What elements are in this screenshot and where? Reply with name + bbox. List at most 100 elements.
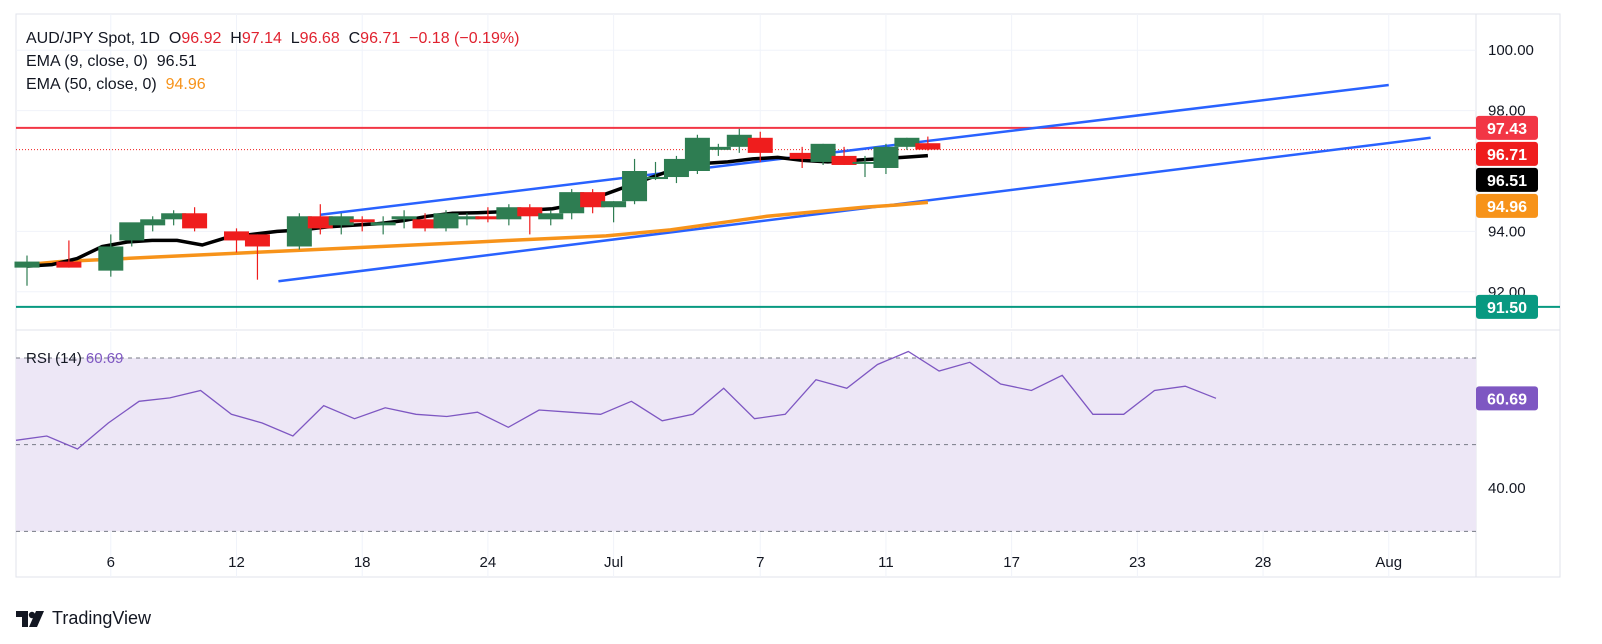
close-value: 96.71 — [360, 30, 401, 47]
candle — [454, 213, 480, 226]
candle-body — [412, 219, 438, 229]
price-label-box — [1476, 294, 1538, 319]
candle — [370, 216, 396, 235]
open-label: O — [168, 30, 182, 47]
candles — [14, 128, 941, 286]
candle-body — [831, 155, 857, 165]
candle — [286, 213, 312, 250]
candle-body — [370, 222, 396, 226]
candle — [810, 143, 836, 165]
candle — [224, 228, 249, 253]
candle — [789, 146, 815, 168]
ema50-label: EMA (50, close, 0) — [26, 76, 157, 93]
tradingview-wordmark: TradingView — [52, 608, 152, 628]
symbol-title: AUD/JPY Spot, 1D — [26, 30, 160, 47]
candle — [726, 128, 752, 153]
candle — [559, 189, 585, 220]
candle-body — [140, 219, 166, 226]
time-tick-label: 28 — [1255, 554, 1272, 571]
candle-body — [622, 171, 648, 202]
candle — [307, 204, 333, 235]
candle — [517, 204, 543, 235]
candle-body — [307, 216, 333, 229]
candle — [747, 131, 773, 162]
time-tick-label: 6 — [107, 554, 115, 571]
candle-body — [894, 137, 920, 147]
time-tick-label: 18 — [354, 554, 371, 571]
price-label: 96.51 — [1476, 167, 1538, 192]
candle — [182, 207, 208, 232]
candle — [349, 216, 375, 232]
candle-body — [517, 207, 543, 217]
candle-body — [391, 216, 417, 220]
rsi-last-label-box — [1476, 386, 1538, 411]
candle-body — [475, 216, 501, 220]
price-label-text: 96.71 — [1487, 147, 1527, 164]
candle-body — [601, 201, 627, 208]
candle — [580, 189, 606, 214]
price-label-text: 94.96 — [1487, 199, 1527, 216]
candle-body — [349, 219, 375, 223]
candle-body — [454, 216, 480, 220]
candle-body — [915, 143, 941, 150]
time-tick-label: 7 — [756, 554, 764, 571]
candle-body — [98, 246, 124, 271]
rsi-last-label: 60.69 — [1476, 386, 1538, 411]
channel-upper-line — [320, 83, 1389, 217]
candle-body — [747, 137, 773, 153]
candle — [244, 234, 270, 280]
high-label: H — [230, 30, 242, 47]
candle — [433, 210, 459, 232]
candle — [852, 155, 878, 178]
rsi-legend: RSI (14) 60.69 — [26, 350, 123, 367]
tradingview-logo[interactable]: TradingView — [16, 608, 151, 629]
candle-body — [726, 134, 752, 147]
candle — [601, 201, 627, 223]
candle — [873, 143, 899, 175]
ema9-value: 96.51 — [156, 53, 197, 70]
high-value: 97.14 — [241, 30, 282, 47]
candle — [119, 222, 145, 247]
candle-body — [14, 261, 40, 268]
candle-body — [580, 192, 606, 208]
rsi-band — [16, 357, 1476, 532]
rsi-line — [15, 350, 1217, 450]
ema50-value: 94.96 — [165, 76, 206, 93]
candle-body — [433, 213, 459, 229]
ema50-line — [26, 200, 929, 267]
price-label: 94.96 — [1476, 193, 1538, 218]
candle — [140, 216, 166, 232]
change-value: −0.18 (−0.19%) — [409, 30, 520, 47]
candle-body — [705, 146, 731, 150]
price-label: 97.43 — [1476, 115, 1538, 140]
candle — [622, 158, 648, 205]
candle — [831, 146, 857, 165]
candle — [496, 204, 522, 226]
time-tick-label: Aug — [1375, 554, 1402, 571]
time-tick-label: 17 — [1003, 554, 1020, 571]
candle-body — [684, 137, 710, 171]
candle — [705, 143, 731, 156]
candle-body — [852, 161, 878, 164]
ohlc-row: AUD/JPY Spot, 1D O96.92 H97.14 L96.68 C9… — [26, 27, 519, 50]
time-tick-label: 23 — [1129, 554, 1146, 571]
candle-body — [663, 158, 689, 178]
price-label: 91.50 — [1476, 294, 1538, 319]
candle — [663, 155, 689, 184]
rsi-label: RSI (14) — [26, 350, 82, 367]
rsi-value: 60.69 — [85, 350, 124, 367]
close-label: C — [348, 30, 361, 47]
candle-body — [538, 213, 564, 220]
candle-body — [496, 207, 522, 220]
open-value: 96.92 — [181, 30, 222, 47]
price-label-box — [1476, 167, 1538, 192]
candle-body — [161, 213, 187, 220]
candle — [894, 137, 920, 150]
time-tick-label: 12 — [228, 554, 245, 571]
time-tick-label: Jul — [604, 554, 623, 571]
price-tick-label: 98.00 — [1488, 103, 1526, 120]
low-value: 96.68 — [299, 30, 340, 47]
candle-body — [789, 152, 815, 159]
price-label-box — [1476, 115, 1538, 140]
